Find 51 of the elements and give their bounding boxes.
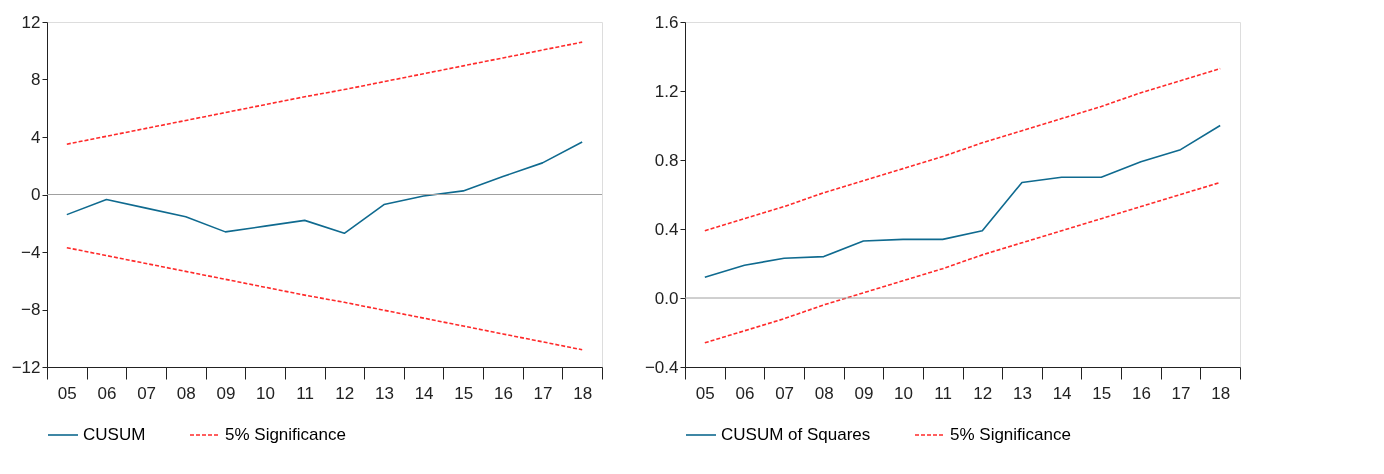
legend-label: CUSUM	[83, 425, 146, 444]
x-tick-label: 17	[1171, 383, 1191, 403]
x-tick-label: 14	[414, 383, 434, 403]
y-tick-label: 4	[31, 127, 41, 147]
y-tick-label: 0.0	[654, 288, 679, 308]
line-series	[704, 67, 1221, 232]
line-series	[66, 141, 583, 235]
x-tick-label: 07	[137, 383, 157, 403]
y-tick-label: 8	[31, 70, 41, 89]
x-tick-label: 07	[775, 383, 795, 403]
line-series	[704, 124, 1221, 279]
y-tick-label: 1.2	[654, 81, 679, 101]
y-tick-label: −4	[21, 242, 41, 262]
x-tick-label: 08	[814, 383, 834, 403]
x-tick-label: 10	[894, 383, 913, 403]
x-tick-label: 08	[176, 383, 196, 403]
x-tick-label: 15	[454, 383, 474, 403]
x-tick-label: 14	[1052, 383, 1072, 403]
x-tick-label: 18	[1211, 383, 1231, 403]
x-tick-label: 06	[735, 383, 755, 403]
line-series	[66, 246, 583, 351]
x-tick-label: 12	[335, 383, 355, 403]
x-tick-label: 13	[1013, 383, 1032, 403]
legend-label: 5% Significance	[950, 425, 1071, 444]
x-tick-label: 16	[493, 383, 513, 403]
y-tick-label: 0.4	[654, 219, 679, 239]
x-tick-label: 10	[256, 383, 275, 403]
y-tick-label: −0.4	[644, 357, 679, 377]
x-tick-label: 05	[695, 383, 715, 403]
y-tick-label: −12	[11, 357, 41, 377]
x-tick-label: 05	[57, 383, 77, 403]
y-tick-label: 0	[31, 185, 41, 204]
line-series	[704, 181, 1221, 344]
line-series	[66, 41, 583, 145]
y-tick-label: −8	[21, 300, 41, 319]
x-tick-label: 17	[533, 383, 553, 403]
legend-label: 5% Significance	[225, 425, 346, 444]
x-tick-label: 12	[973, 383, 993, 403]
x-tick-label: 15	[1092, 383, 1112, 403]
x-tick-label: 11	[934, 383, 953, 403]
x-tick-label: 06	[97, 383, 117, 403]
legend-label: CUSUM of Squares	[721, 425, 871, 444]
x-tick-label: 16	[1131, 383, 1151, 403]
x-tick-label: 13	[375, 383, 394, 403]
y-tick-label: 12	[21, 12, 41, 32]
x-tick-label: 18	[573, 383, 593, 403]
x-tick-label: 09	[216, 383, 236, 403]
x-tick-label: 11	[296, 383, 315, 403]
y-tick-label: 0.8	[654, 150, 679, 170]
x-tick-label: 09	[854, 383, 874, 403]
y-tick-label: 1.6	[654, 12, 679, 32]
